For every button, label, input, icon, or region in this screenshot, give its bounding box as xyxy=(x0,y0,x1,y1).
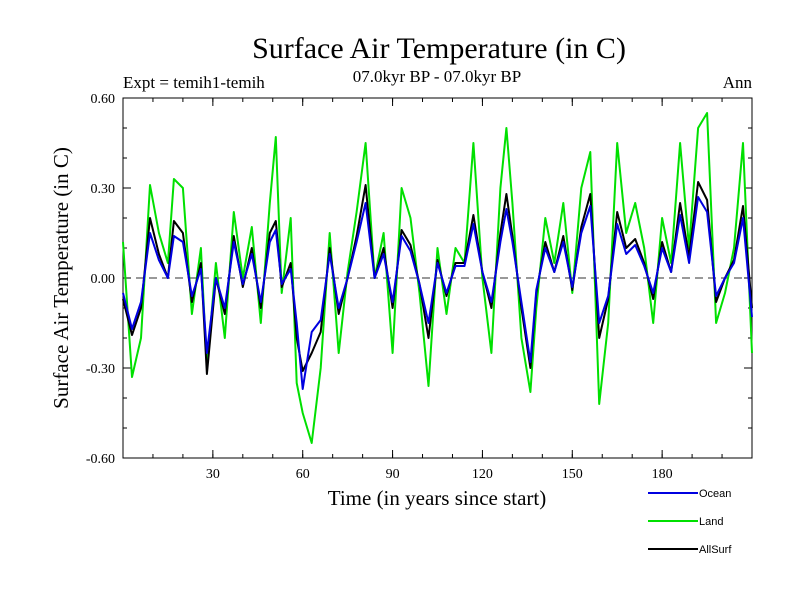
series-group xyxy=(122,112,753,444)
chart-title: Surface Air Temperature (in C) xyxy=(252,32,626,65)
legend-label-ocean: Ocean xyxy=(699,488,731,500)
y-tick-label: -0.60 xyxy=(86,452,115,467)
season-label: Ann xyxy=(723,73,753,92)
legend-label-land: Land xyxy=(699,516,723,528)
series-line-ocean xyxy=(122,196,753,390)
x-axis-label: Time (in years since start) xyxy=(328,486,547,510)
period-label: 07.0kyr BP - 07.0kyr BP xyxy=(353,67,521,86)
x-tick-label: 180 xyxy=(652,467,673,482)
y-tick-label: 0.30 xyxy=(91,182,116,197)
series-line-land xyxy=(122,112,753,444)
legend-label-allsurf: AllSurf xyxy=(699,544,732,556)
x-tick-label: 150 xyxy=(562,467,583,482)
x-tick-label: 60 xyxy=(296,467,310,482)
y-tick-label: -0.30 xyxy=(86,362,115,377)
x-tick-label: 30 xyxy=(206,467,220,482)
x-tick-label: 90 xyxy=(386,467,400,482)
y-axis-label: Surface Air Temperature (in C) xyxy=(49,147,73,409)
x-axis: 30 60 90 120 150 180 xyxy=(152,98,723,482)
y-axis: -0.60 -0.30 0.00 0.30 0.60 xyxy=(86,92,752,467)
legend: Ocean Land AllSurf xyxy=(648,488,732,556)
x-tick-label: 120 xyxy=(472,467,493,482)
y-tick-label: 0.00 xyxy=(91,272,116,287)
experiment-label: Expt = temih1-temih xyxy=(123,73,265,92)
y-tick-label: 0.60 xyxy=(91,92,116,107)
